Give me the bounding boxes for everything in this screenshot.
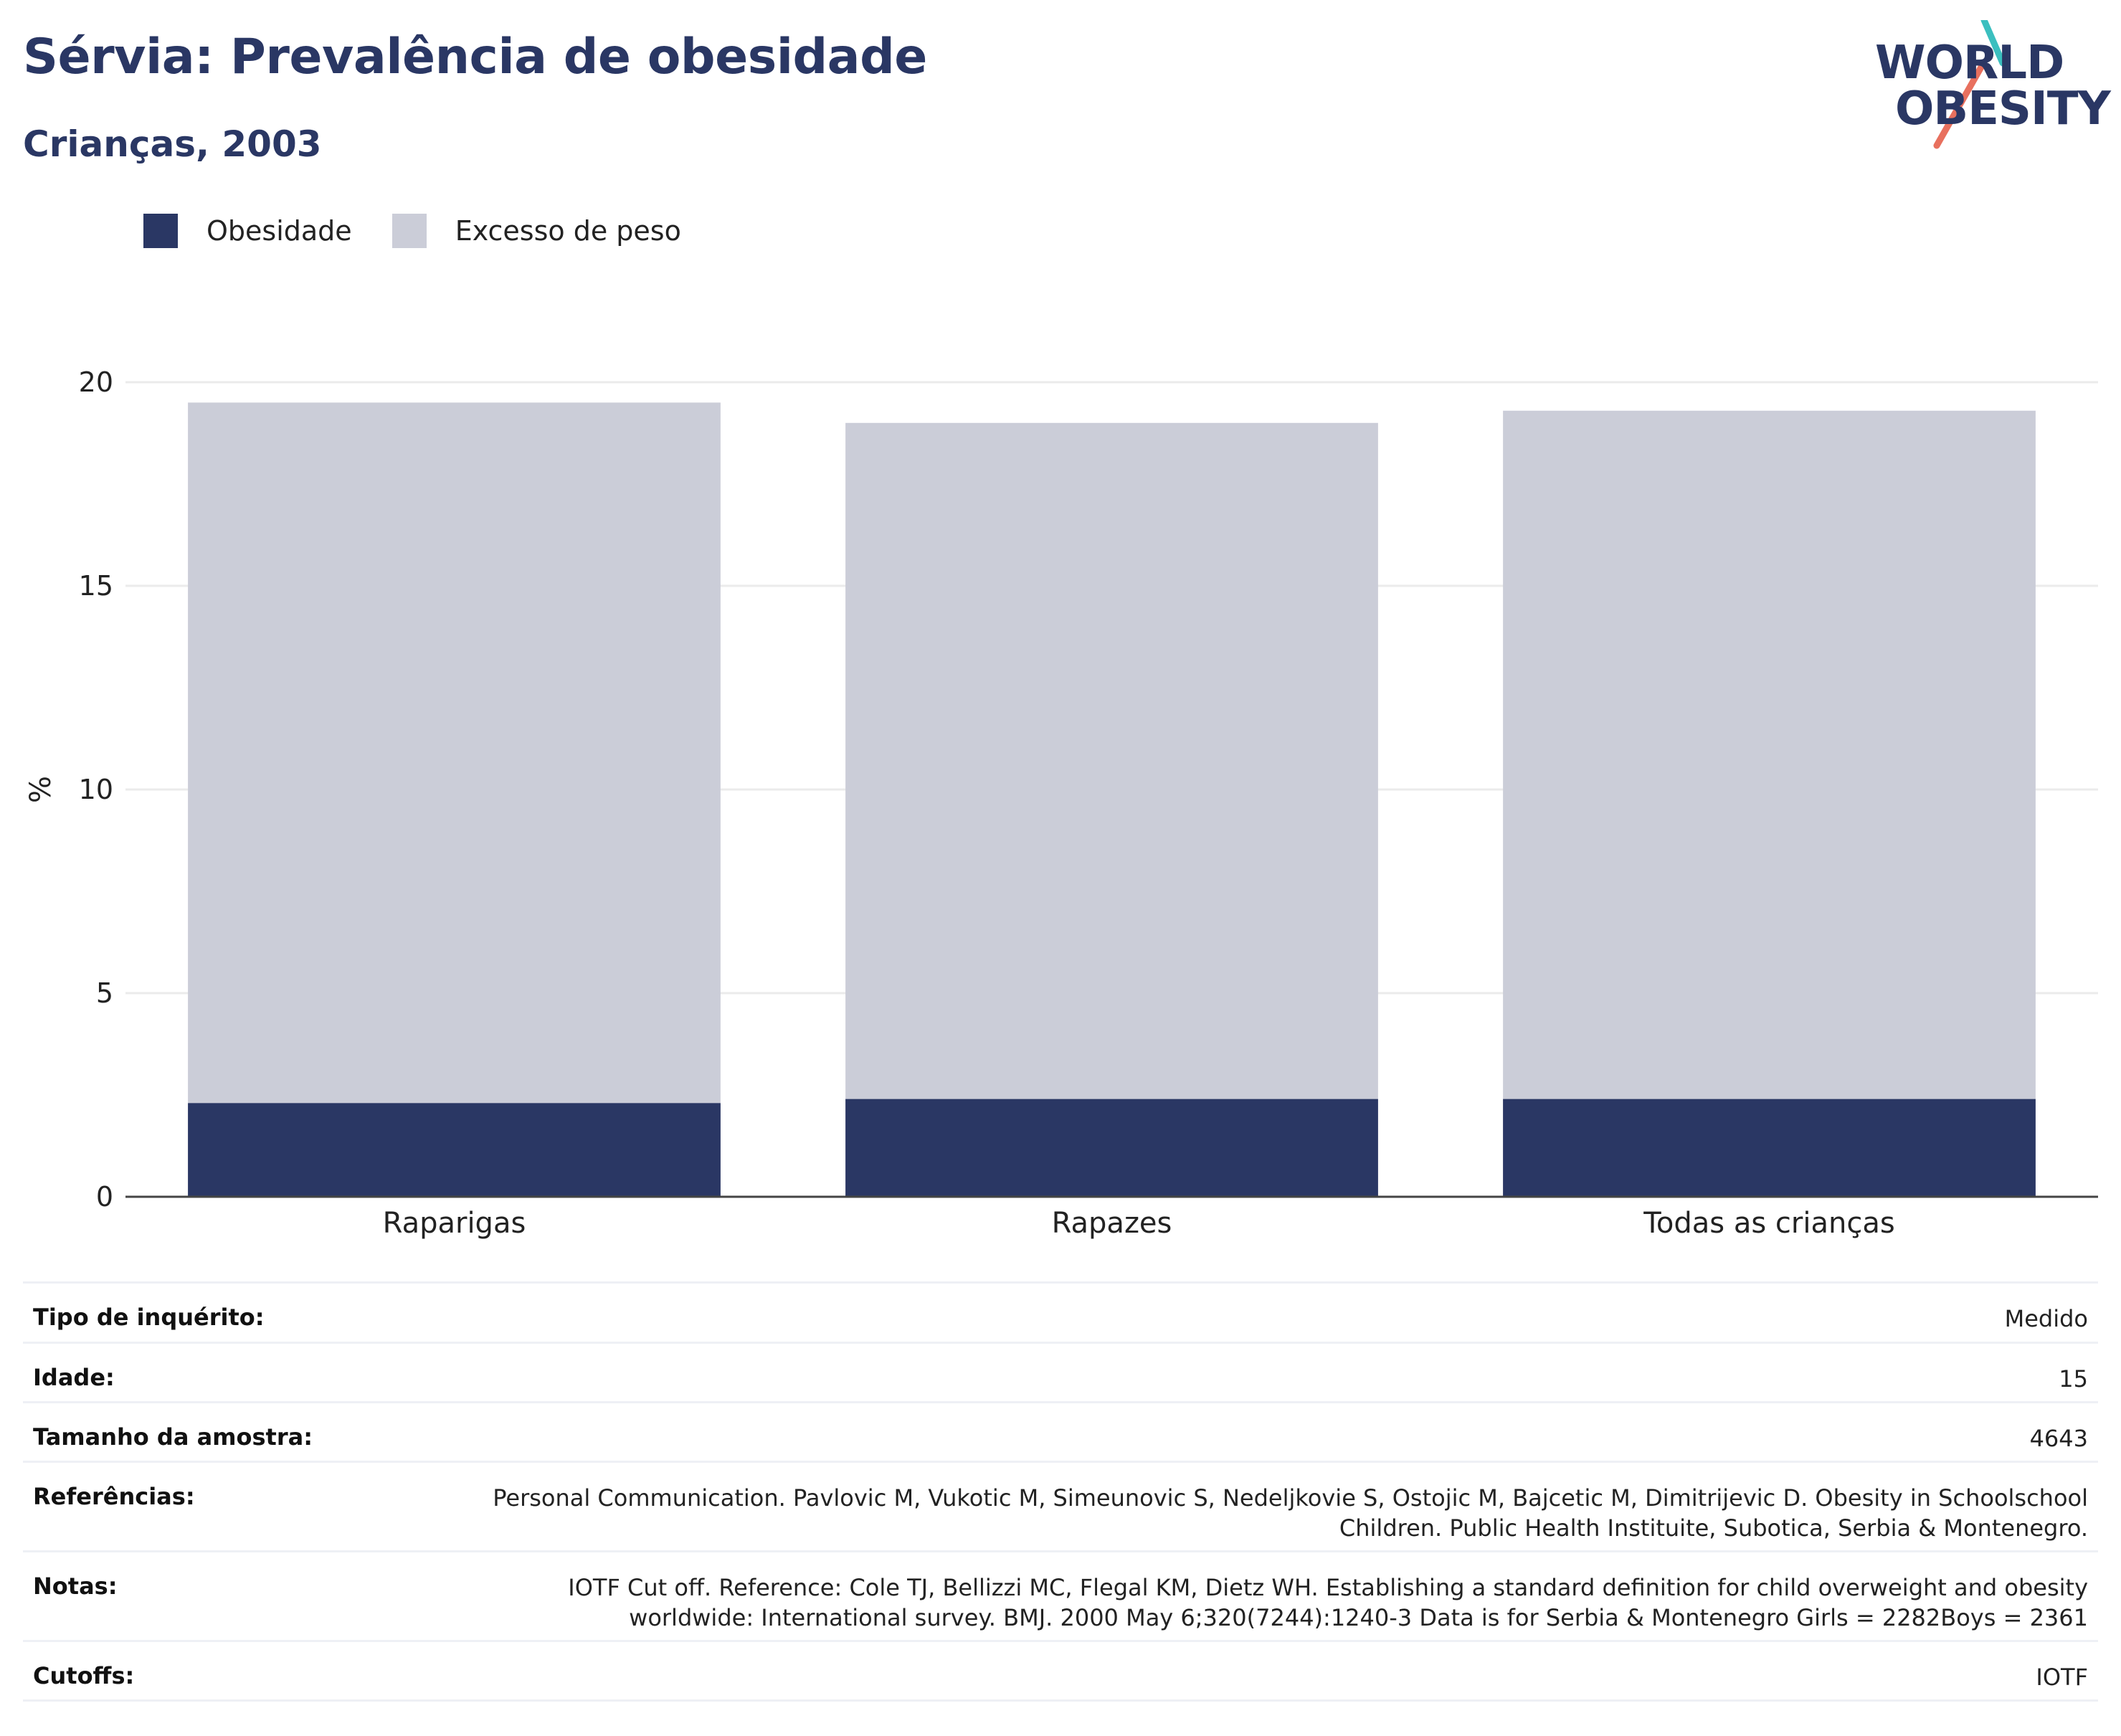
bar-excesso-de-peso [188,402,721,1197]
legend-swatch-obesity [143,214,178,248]
bar-excesso-de-peso [845,422,1378,1197]
meta-row-cutoffs: Cutoffs: IOTF [23,1640,2098,1702]
meta-value: Medido [2004,1305,2088,1332]
logo-slash-icon [1933,20,2006,149]
meta-row-references: Referências: Personal Communication. Pav… [23,1461,2098,1550]
bar-chart: 0 5 10 15 20% Raparigas Rapazes Todas as crianç… [24,366,2098,1240]
bar-obesidade [188,1103,721,1197]
y-tick-label: 15 [79,570,113,602]
bar-excesso-de-peso [1503,410,2036,1197]
meta-label: Tamanho da amostra: [33,1423,313,1451]
y-axis-title: % [24,776,57,803]
meta-label: Notas: [33,1573,118,1600]
x-tick-label: Rapazes [1052,1207,1172,1240]
meta-value: 15 [2059,1365,2088,1393]
meta-value: IOTF Cut off. Reference: Cole TJ, Belliz… [568,1574,2088,1631]
logo-line-1: WORLD [1875,37,2064,90]
legend-label-obesity: Obesidade [207,215,352,247]
survey-info-table: Tipo de inquérito: Medido Idade: 15 Tama… [23,1281,2098,1702]
y-tick-label: 20 [79,366,113,398]
meta-row-sample-size: Tamanho da amostra: 4643 [23,1401,2098,1461]
world-obesity-logo: WORLD OBESITY [1875,20,2111,149]
meta-row-age: Idade: 15 [23,1342,2098,1401]
bar-obesidade [845,1099,1378,1197]
meta-row-survey-type: Tipo de inquérito: Medido [23,1281,2098,1342]
legend-label-overweight: Excesso de peso [455,215,681,247]
bar-obesidade [1503,1099,2036,1197]
meta-label: Referências: [33,1483,195,1510]
meta-label: Idade: [33,1364,115,1391]
chart-subtitle: Crianças, 2003 [23,123,322,165]
meta-value: Personal Communication. Pavlovic M, Vuko… [493,1484,2088,1542]
meta-value: 4643 [2029,1425,2088,1452]
legend-item-overweight[interactable]: Excesso de peso [392,214,681,248]
y-tick-label: 0 [96,1181,113,1213]
y-tick-label: 10 [79,774,113,805]
x-tick-label: Raparigas [383,1207,526,1240]
chart-title: Sérvia: Prevalência de obesidade [23,29,927,85]
meta-row-notes: Notas: IOTF Cut off. Reference: Cole TJ,… [23,1550,2098,1640]
chart-legend: Obesidade Excesso de peso [143,214,721,248]
meta-label: Cutoffs: [33,1662,135,1689]
meta-value: IOTF [2036,1664,2088,1691]
y-tick-label: 5 [96,977,113,1009]
x-tick-label: Todas as crianças [1643,1207,1894,1240]
legend-swatch-overweight [392,214,427,248]
meta-label: Tipo de inquérito: [33,1304,265,1331]
logo-line-2: OBESITY [1895,82,2111,136]
legend-item-obesity[interactable]: Obesidade [143,214,352,248]
